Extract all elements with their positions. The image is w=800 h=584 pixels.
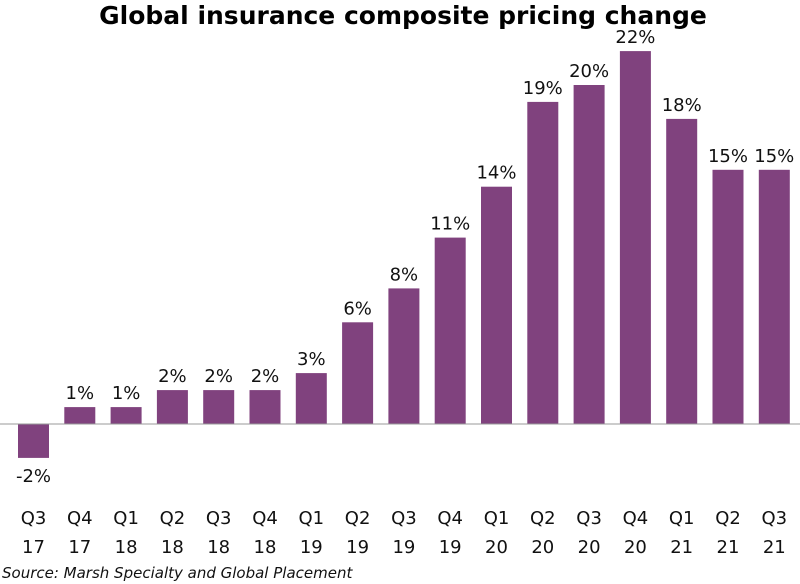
value-label: 1%	[112, 383, 141, 404]
bar-q3-18	[203, 390, 235, 424]
tick-label-quarter: Q4	[67, 508, 93, 529]
value-label: 11%	[430, 214, 470, 235]
category-ticks-group: Q3 17 Q4 17 Q1 18 Q2 18 Q3 18 Q4 18 Q1 19 Q2 19 Q3 19 Q4 19…	[21, 508, 787, 558]
value-label: 2%	[158, 366, 187, 387]
bar-q4-18	[249, 390, 281, 424]
bar-q2-19	[342, 322, 374, 424]
bars-group	[18, 51, 790, 458]
bar-q2-18	[156, 390, 188, 424]
tick-label-year: 19	[392, 537, 415, 558]
value-label: 6%	[343, 298, 372, 319]
bar-q3-17	[18, 424, 49, 458]
tick-label-year: 21	[717, 537, 740, 558]
bar-q3-20	[573, 85, 605, 424]
tick-label-year: 17	[68, 537, 91, 558]
tick-label-quarter: Q2	[715, 508, 741, 529]
tick-label-year: 20	[531, 537, 554, 558]
tick-label-quarter: Q1	[669, 508, 695, 529]
source-note: Source: Marsh Specialty and Global Place…	[2, 564, 353, 582]
tick-label-year: 18	[161, 537, 184, 558]
value-label: 15%	[754, 146, 794, 167]
tick-label-year: 19	[300, 537, 323, 558]
tick-label-quarter: Q3	[761, 508, 787, 529]
value-label: 20%	[569, 61, 609, 82]
tick-label-quarter: Q3	[576, 508, 602, 529]
value-label: 19%	[523, 78, 563, 99]
bar-q1-20	[481, 186, 512, 424]
value-label: 15%	[708, 146, 748, 167]
value-label: -2%	[16, 466, 51, 487]
tick-label-quarter: Q2	[530, 508, 556, 529]
tick-label-quarter: Q4	[252, 508, 278, 529]
bar-q1-21	[666, 118, 698, 425]
value-label: 18%	[662, 95, 702, 116]
value-labels-group: -2% 1% 1% 2% 2% 2% 3% 6% 8% 11% 14% 19% 20% 22% 18% 15%…	[16, 27, 794, 487]
bar-q2-21	[712, 169, 744, 425]
tick-label-year: 20	[485, 537, 508, 558]
tick-label-year: 19	[346, 537, 369, 558]
tick-label-quarter: Q1	[113, 508, 139, 529]
tick-label-year: 21	[763, 537, 786, 558]
bar-q1-19	[295, 373, 327, 424]
bar-q2-20	[527, 101, 559, 425]
bar-q4-20	[619, 51, 651, 424]
value-label: 2%	[251, 366, 280, 387]
tick-label-year: 20	[578, 537, 601, 558]
tick-label-year: 20	[624, 537, 647, 558]
tick-label-quarter: Q3	[391, 508, 417, 529]
value-label: 22%	[615, 27, 655, 48]
tick-label-quarter: Q3	[206, 508, 232, 529]
bar-q3-19	[388, 288, 420, 424]
value-label: 1%	[66, 383, 95, 404]
tick-label-quarter: Q1	[298, 508, 324, 529]
bar-q3-21	[758, 169, 790, 425]
tick-label-year: 21	[670, 537, 693, 558]
tick-label-quarter: Q2	[160, 508, 186, 529]
tick-label-year: 19	[439, 537, 462, 558]
bar-q4-17	[64, 407, 96, 424]
value-label: 3%	[297, 349, 326, 370]
tick-label-year: 18	[254, 537, 277, 558]
tick-label-year: 18	[207, 537, 230, 558]
value-label: 2%	[204, 366, 233, 387]
bar-q1-18	[110, 407, 142, 424]
tick-label-year: 18	[115, 537, 138, 558]
tick-label-quarter: Q3	[21, 508, 47, 529]
tick-label-quarter: Q2	[345, 508, 371, 529]
bar-q4-19	[434, 237, 466, 424]
chart-title: Global insurance composite pricing chang…	[99, 1, 707, 30]
tick-label-quarter: Q1	[484, 508, 510, 529]
tick-label-year: 17	[22, 537, 45, 558]
value-label: 14%	[476, 163, 516, 184]
value-label: 8%	[390, 264, 419, 285]
tick-label-quarter: Q4	[623, 508, 649, 529]
tick-label-quarter: Q4	[437, 508, 463, 529]
